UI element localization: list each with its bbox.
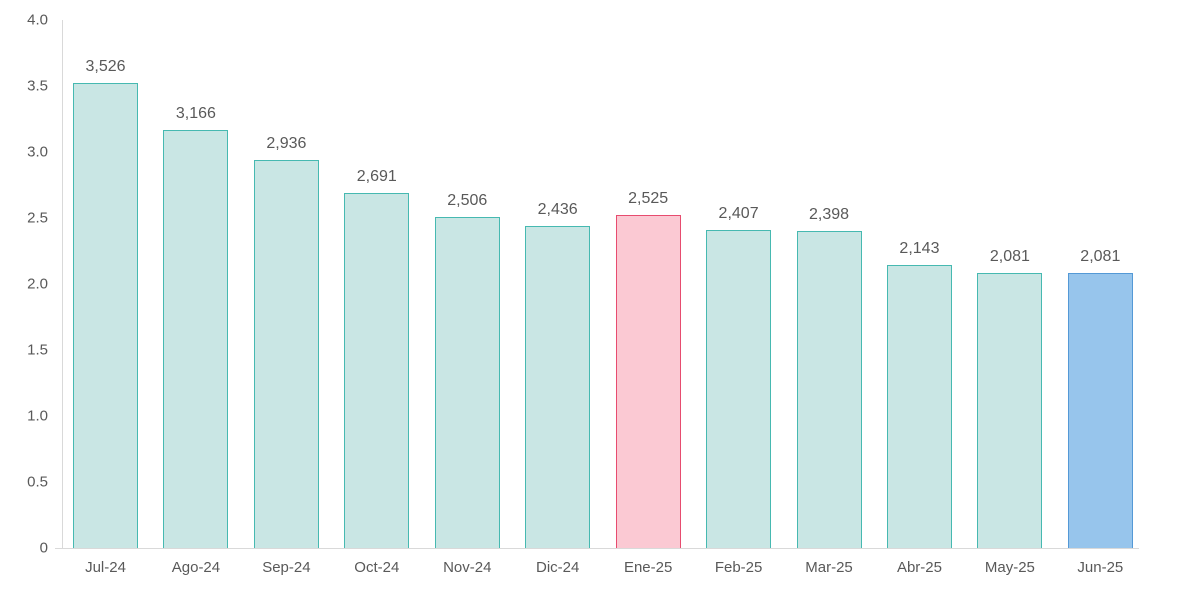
bar-value-label: 2,506: [447, 192, 488, 210]
x-tick-label: Abr-25: [896, 559, 942, 576]
bar-value-label: 2,525: [628, 189, 669, 207]
bar-Sep-24: [253, 160, 319, 548]
x-tick-label: Mar-25: [805, 559, 853, 576]
x-axis-line: [55, 548, 1139, 549]
bar-Dic-24: [525, 226, 591, 548]
y-tick-label: 0: [39, 539, 48, 557]
bar-Feb-25: [706, 230, 772, 548]
y-tick-label: 2.0: [27, 275, 48, 293]
bar-May-25: [977, 273, 1043, 548]
bar-value-label: 2,407: [718, 205, 759, 223]
x-tick-label: Jul-24: [85, 559, 126, 576]
x-tick-label: Feb-25: [714, 559, 763, 576]
x-tick-label: Ago-24: [171, 559, 221, 576]
x-tick-label: Jun-25: [1077, 559, 1124, 576]
bar-value-label: 2,691: [356, 167, 397, 185]
y-tick-label: 4.0: [27, 11, 48, 29]
y-tick-label: 3.5: [27, 77, 48, 95]
x-tick-label: Ene-25: [623, 559, 673, 576]
bar-Jul-24: [73, 82, 138, 548]
y-tick-label: 3.0: [27, 143, 48, 161]
bar-value-label: 2,081: [1080, 248, 1121, 266]
bar-value-label: 3,166: [175, 105, 216, 123]
x-tick-label: Dic-24: [536, 559, 580, 576]
y-tick-label: 0.5: [27, 473, 48, 491]
bar-value-label: 3,526: [85, 57, 126, 75]
bar-Ago-24: [163, 130, 229, 548]
bar-Mar-25: [796, 231, 862, 548]
y-tick-label: 1.0: [27, 407, 48, 425]
y-tick-label: 2.5: [27, 209, 48, 227]
bar-value-label: 2,081: [989, 248, 1030, 266]
bar-Jun-25: [1067, 273, 1133, 548]
bar-Oct-24: [344, 192, 410, 548]
bar-Abr-25: [886, 265, 952, 548]
bar-value-label: 2,936: [266, 135, 307, 153]
y-tick-label: 1.5: [27, 341, 48, 359]
bar-value-label: 2,143: [899, 240, 940, 258]
x-tick-label: Nov-24: [443, 559, 492, 576]
x-tick-label: Oct-24: [354, 559, 400, 576]
bar-Ene-25: [615, 214, 681, 548]
bar-value-label: 2,398: [808, 206, 850, 224]
x-tick-label: May-25: [984, 559, 1035, 576]
bar-Nov-24: [434, 217, 500, 548]
y-axis-line: [62, 20, 63, 548]
x-tick-label: Sep-24: [262, 559, 311, 576]
bar-value-label: 2,436: [537, 201, 578, 219]
